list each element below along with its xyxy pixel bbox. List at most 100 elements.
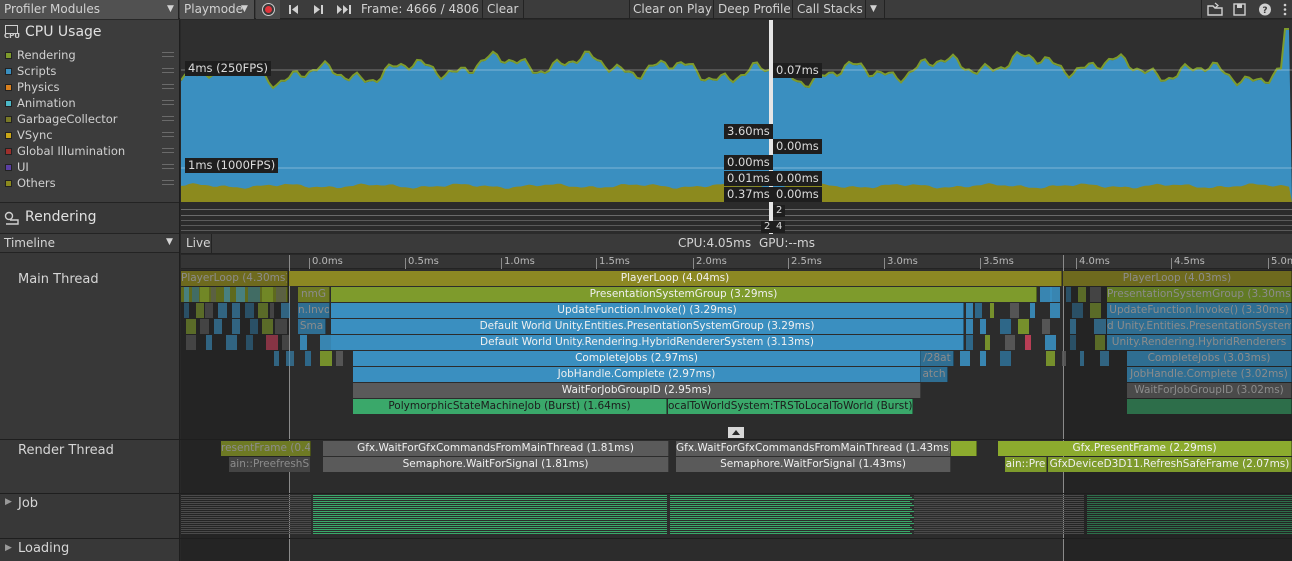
call-stacks-dropdown[interactable]: ▼: [870, 4, 877, 14]
drag-handle[interactable]: [162, 84, 174, 89]
sample-sliver[interactable]: [248, 287, 260, 302]
sample-bar[interactable]: [1127, 399, 1292, 414]
expand-arrow-icon[interactable]: ▶: [5, 497, 12, 507]
sample-bar[interactable]: resentFrame (0.4: [221, 441, 311, 456]
sample-bar[interactable]: WaitForJobGroupID (2.95ms): [353, 383, 921, 398]
record-button[interactable]: [256, 0, 280, 19]
sample-sliver[interactable]: [305, 351, 311, 366]
sample-bar[interactable]: Gfx.PresentFrame (2.29ms): [998, 441, 1292, 456]
sample-bar[interactable]: PlayerLoop (4.03ms): [1063, 271, 1292, 286]
sample-bar[interactable]: ain::PreefreshS: [229, 457, 311, 472]
sample-sliver[interactable]: [1095, 335, 1105, 350]
save-button[interactable]: [1228, 0, 1252, 19]
sample-sliver[interactable]: [1000, 319, 1011, 334]
sample-sliver[interactable]: [1090, 287, 1101, 302]
sample-sliver[interactable]: [232, 319, 240, 334]
sample-sliver[interactable]: [1042, 319, 1050, 334]
sample-sliver[interactable]: [1046, 351, 1055, 366]
main-thread-label[interactable]: Main Thread: [18, 272, 99, 287]
sample-sliver[interactable]: [960, 351, 970, 366]
sample-sliver[interactable]: [274, 351, 279, 366]
more-menu-button[interactable]: ⋮: [1287, 236, 1292, 250]
sample-sliver[interactable]: [966, 319, 973, 334]
render-thread-label[interactable]: Render Thread: [18, 443, 114, 458]
sample-sliver[interactable]: [184, 287, 189, 302]
sample-sliver[interactable]: [1005, 335, 1015, 350]
sample-sliver[interactable]: [1000, 351, 1011, 366]
sample-bar[interactable]: ocalToWorldSystem:TRSToLocalToWorld (Bur…: [668, 399, 913, 414]
sample-sliver[interactable]: [270, 303, 274, 318]
sample-sliver[interactable]: [1050, 287, 1060, 302]
mode-dropdown[interactable]: Playmode ▼: [180, 0, 255, 19]
sample-bar[interactable]: d Unity.Entities.PresentationSystemGr: [1107, 319, 1292, 334]
sample-sliver[interactable]: [246, 335, 253, 350]
sample-sliver[interactable]: [1072, 303, 1083, 318]
sample-bar[interactable]: CompleteJobs (3.03ms): [1127, 351, 1292, 366]
rendering-module-header[interactable]: Rendering: [0, 202, 179, 234]
prev-frame-button[interactable]: [281, 0, 305, 19]
sample-bar[interactable]: JobHandle.Complete (2.97ms): [353, 367, 921, 382]
profiler-modules-dropdown[interactable]: Profiler Modules ▼: [0, 0, 179, 19]
sample-sliver[interactable]: [232, 303, 240, 318]
sample-bar[interactable]: n.Invo: [298, 303, 330, 318]
legend-item[interactable]: Others: [5, 175, 56, 191]
sample-sliver[interactable]: [286, 351, 294, 366]
rendering-chart[interactable]: [181, 202, 1292, 234]
loading-thread-label[interactable]: Loading: [18, 541, 70, 556]
drag-handle[interactable]: [162, 132, 174, 137]
sample-sliver[interactable]: [985, 335, 990, 350]
sample-sliver[interactable]: [1080, 351, 1084, 366]
legend-item[interactable]: Rendering: [5, 47, 76, 63]
sample-sliver[interactable]: [336, 351, 343, 366]
sample-sliver[interactable]: [1050, 303, 1060, 318]
sample-sliver[interactable]: [214, 319, 222, 334]
sample-sliver[interactable]: [282, 335, 289, 350]
sample-bar[interactable]: UpdateFunction.Invoke() (3.30ms): [1107, 303, 1292, 318]
sample-sliver[interactable]: [186, 319, 196, 334]
sample-sliver[interactable]: [1040, 287, 1052, 302]
sample-bar[interactable]: Default World Unity.Rendering.HybridRend…: [331, 335, 964, 350]
sample-bar[interactable]: Semaphore.WaitForSignal (1.81ms): [323, 457, 669, 472]
drag-handle[interactable]: [162, 52, 174, 57]
sample-sliver[interactable]: [1045, 335, 1056, 350]
sample-sliver[interactable]: [250, 319, 258, 334]
sample-sliver[interactable]: [990, 303, 994, 318]
legend-item[interactable]: VSync: [5, 127, 53, 143]
drag-handle[interactable]: [162, 148, 174, 153]
sample-bar[interactable]: CompleteJobs (2.97ms): [353, 351, 921, 366]
sample-sliver[interactable]: [226, 335, 237, 350]
sample-sliver[interactable]: [276, 287, 286, 302]
sample-sliver[interactable]: [1025, 335, 1031, 350]
sample-bar[interactable]: ain::Pre: [1005, 457, 1047, 472]
cpu-usage-chart[interactable]: [181, 20, 1292, 202]
sample-bar[interactable]: PlayerLoop (4.30ms): [181, 271, 288, 286]
sample-sliver[interactable]: [218, 303, 227, 318]
sample-sliver[interactable]: [1018, 319, 1029, 334]
sample-bar[interactable]: PresentationSystemGroup (3.30ms): [1107, 287, 1292, 302]
drag-handle[interactable]: [162, 116, 174, 121]
legend-item[interactable]: Global Illumination: [5, 143, 125, 159]
sample-sliver[interactable]: [192, 287, 199, 302]
cpu-module-header[interactable]: CPU CPU Usage Rendering Scripts Physics Ani…: [0, 20, 179, 202]
job-thread-label[interactable]: Job: [18, 496, 39, 511]
sample-bar[interactable]: nmG: [298, 287, 330, 302]
sample-bar[interactable]: Semaphore.WaitForSignal (1.43ms): [676, 457, 951, 472]
sample-bar[interactable]: GfxDeviceD3D11.RefreshSafeFrame (2.07ms): [1048, 457, 1292, 472]
sample-sliver[interactable]: [196, 303, 204, 318]
sample-bar[interactable]: Default World Unity.Entities.Presentatio…: [331, 319, 964, 334]
sample-bar[interactable]: [951, 441, 977, 456]
sample-sliver[interactable]: [1066, 287, 1071, 302]
sample-bar[interactable]: Sma: [298, 319, 326, 334]
last-frame-button[interactable]: [331, 0, 357, 19]
sample-sliver[interactable]: [266, 335, 278, 350]
drag-handle[interactable]: [162, 180, 174, 185]
sample-sliver[interactable]: [320, 335, 332, 350]
sample-sliver[interactable]: [275, 319, 287, 334]
sample-sliver[interactable]: [1070, 335, 1076, 350]
sample-bar[interactable]: JobHandle.Complete (3.02ms): [1127, 367, 1292, 382]
sample-sliver[interactable]: [224, 287, 230, 302]
legend-item[interactable]: UI: [5, 159, 29, 175]
sample-sliver[interactable]: [966, 335, 973, 350]
sample-sliver[interactable]: [211, 287, 216, 302]
sample-sliver[interactable]: [975, 303, 982, 318]
